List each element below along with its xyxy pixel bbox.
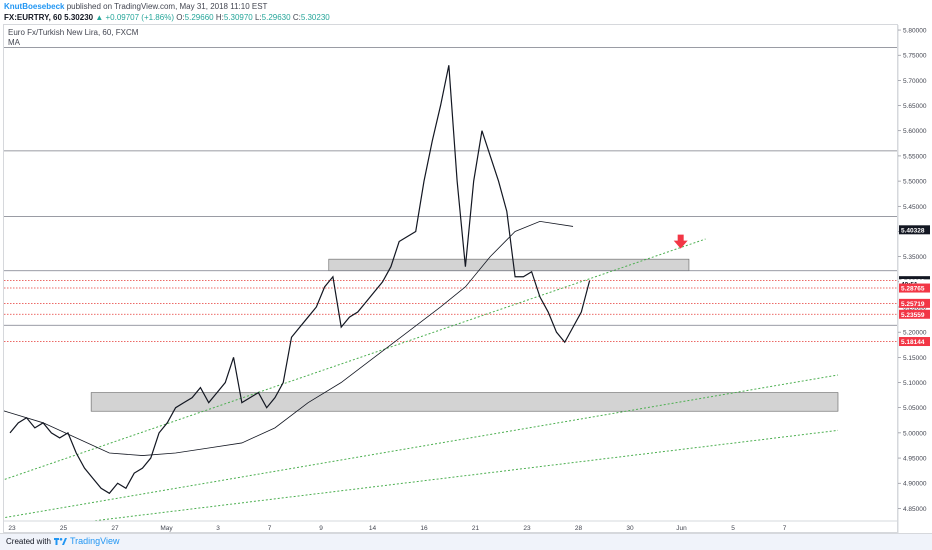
publish-header: KnutBoesebeck published on TradingView.c… <box>4 1 267 12</box>
close-value: 5.30230 <box>300 13 330 22</box>
y-tick-label: 5.65000 <box>903 103 927 110</box>
x-tick-label: 25 <box>60 525 68 532</box>
zone-rectangle <box>90 392 839 412</box>
open-label: O: <box>176 13 185 22</box>
publish-info: published on TradingView.com, May 31, 20… <box>66 2 268 11</box>
legend-title: Euro Fx/Turkish New Lira, 60, FXCM <box>8 28 139 37</box>
price-label-text: 5.18144 <box>901 339 925 346</box>
price-label-text: 5.40328 <box>901 227 925 234</box>
trendline <box>4 374 839 519</box>
trendline <box>88 429 839 521</box>
y-tick-label: 5.10000 <box>903 380 927 387</box>
x-tick-label: 3 <box>216 525 220 532</box>
arrow-down-icon <box>673 234 688 249</box>
x-tick-label: 16 <box>420 525 428 532</box>
y-tick-label: 5.80000 <box>903 28 927 35</box>
last-price: 5.30230 <box>64 13 94 22</box>
price-label-box <box>899 225 930 235</box>
y-tick-label: 5.50000 <box>903 179 927 186</box>
change-value: +0.09707 (+1.86%) <box>105 13 174 22</box>
y-tick-label: 5.75000 <box>903 53 927 60</box>
y-tick-label: 5.05000 <box>903 405 927 412</box>
x-tick-label: 14 <box>369 525 377 532</box>
price-label-box <box>899 283 930 293</box>
price-line <box>9 65 591 495</box>
x-tick-label: 30 <box>626 525 634 532</box>
ohlc-strip: FX:EURTRY, 60 5.30230 ▲ +0.09707 (+1.86%… <box>4 12 330 23</box>
price-label-text: 5.23559 <box>901 312 925 319</box>
x-tick-label: 5 <box>731 525 735 532</box>
x-tick-label: Jun <box>676 525 687 532</box>
x-tick-label: 27 <box>111 525 119 532</box>
low-label: L: <box>254 13 262 22</box>
y-tick-label: 4.95000 <box>903 456 927 463</box>
x-tick-label: 23 <box>8 525 16 532</box>
trendline <box>4 238 706 481</box>
open-value: 5.29660 <box>184 13 214 22</box>
high-value: 5.30970 <box>223 13 253 22</box>
x-tick-label: 23 <box>523 525 531 532</box>
y-tick-label: 5.60000 <box>903 128 927 135</box>
price-label-box <box>899 337 930 347</box>
price-label-box <box>899 309 930 319</box>
y-tick-label: 5.15000 <box>903 355 927 362</box>
chart-canvas: 5.80000 5.75000 5.70000 5.65000 5.60000 5.550… <box>4 25 930 533</box>
footer-bar: Created with TradingView <box>0 533 932 550</box>
x-tick-label: 7 <box>268 525 272 532</box>
price-label: 5.28765 <box>899 283 930 293</box>
x-tick-label: 28 <box>575 525 583 532</box>
close-label: C: <box>292 13 301 22</box>
price-label: 5.23559 <box>899 309 930 319</box>
x-tick-label: May <box>160 525 173 532</box>
y-tick-label: 5.45000 <box>903 204 927 211</box>
y-tick-label: 5.35000 <box>903 254 927 261</box>
plot-area <box>4 47 897 521</box>
y-tick-label: 4.85000 <box>903 506 927 513</box>
y-tick-label: 5.00000 <box>903 430 927 437</box>
price-label: 5.40328 <box>899 225 930 234</box>
ma-line <box>4 220 574 456</box>
high-label: H: <box>215 13 224 22</box>
y-tick-label: 5.25000 <box>903 304 927 311</box>
y-tick-label: 5.70000 <box>903 78 927 85</box>
x-tick-label: 21 <box>472 525 480 532</box>
x-tick-label: 7 <box>783 525 787 532</box>
tradingview-logo-icon <box>54 538 67 545</box>
price-label-text: 5.28765 <box>901 286 925 293</box>
low-value: 5.29630 <box>261 13 291 22</box>
price-label-box <box>899 298 930 308</box>
price-label: 5.18144 <box>899 337 930 346</box>
author-link[interactable]: KnutBoesebeck <box>4 2 65 11</box>
y-tick-label: 5.20000 <box>903 330 927 337</box>
tradingview-brand-link[interactable]: TradingView <box>70 536 120 546</box>
y-tick-label: 5.55000 <box>903 153 927 160</box>
price-label: 5.25719 <box>899 298 930 308</box>
zone-rectangle <box>328 258 690 272</box>
symbol-label[interactable]: FX:EURTRY, 60 <box>4 13 62 22</box>
change-arrow-icon: ▲ <box>95 13 104 22</box>
chart-legend: Euro Fx/Turkish New Lira, 60, FXCM MA <box>8 28 138 48</box>
price-label-text: 5.25719 <box>901 301 925 308</box>
x-tick-label: 9 <box>319 525 323 532</box>
y-tick-label: 4.90000 <box>903 481 927 488</box>
created-with-label: Created with <box>6 537 51 546</box>
legend-indicator[interactable]: MA <box>8 38 20 47</box>
